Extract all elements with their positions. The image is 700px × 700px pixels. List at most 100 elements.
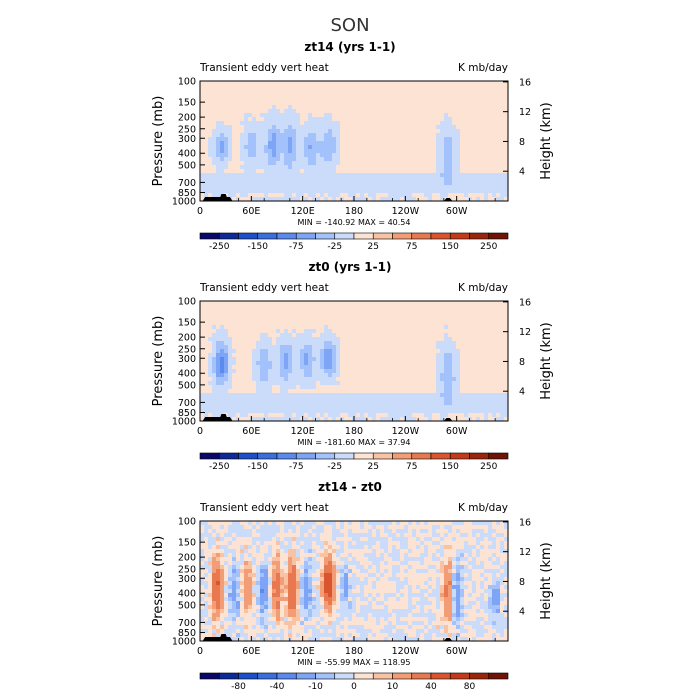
heatmap-cell [340,109,345,114]
heatmap-cell [372,385,377,390]
heatmap-cell [360,113,365,118]
heatmap-cell [404,405,409,410]
heatmap-cell [252,93,257,98]
heatmap-cell [396,129,401,134]
heatmap-cell [476,197,481,202]
heatmap-cell [208,597,213,602]
heatmap-cell [412,349,417,354]
heatmap-cell [272,81,277,86]
heatmap-cell [272,325,277,330]
heatmap-cell [240,85,245,90]
heatmap-cell [236,389,241,394]
heatmap-cell [336,105,341,110]
heatmap-cell [280,389,285,394]
heatmap-cell [392,381,397,386]
heatmap-cell [344,117,349,122]
heatmap-cell [204,301,209,306]
heatmap-cell [432,113,437,118]
heatmap-cell [400,113,405,118]
heatmap-cell [484,197,489,202]
heatmap-cell [376,197,381,202]
heatmap-cell [372,337,377,342]
heatmap-cell [404,161,409,166]
heatmap-cell [312,185,317,190]
heatmap-cell [432,405,437,410]
heatmap-cell [316,97,321,102]
x-tick-label: 180 [345,206,363,217]
heatmap-cell [372,389,377,394]
heatmap-cell [392,181,397,186]
heatmap-cell [288,361,293,366]
heatmap-cell [208,365,213,370]
heatmap-cell [424,417,429,422]
heatmap-cell [264,325,269,330]
heatmap-cell [264,397,269,402]
heatmap-cell [344,337,349,342]
heatmap-cell [304,409,309,414]
heatmap-cell [484,357,489,362]
heatmap-cell [424,145,429,150]
heatmap-cell [472,305,477,310]
heatmap-cell [308,321,313,326]
heatmap-cell [412,189,417,194]
heatmap-cell [204,341,209,346]
heatmap-cell [200,637,205,642]
y-tick-label: 150 [178,318,196,329]
heatmap-cell [472,385,477,390]
colorbar-swatch [218,452,239,460]
heatmap-cell [280,337,285,342]
heatmap-cell [276,329,281,334]
heatmap-cell [348,81,353,86]
heatmap-cell [416,369,421,374]
heatmap-cell [368,161,373,166]
heatmap-cell [268,345,273,350]
heatmap-cell [416,349,421,354]
colorbar-tick-label: 75 [406,242,417,252]
heatmap-cell [488,93,493,98]
heatmap-cell [256,301,261,306]
heatmap-cell [416,325,421,330]
heatmap-cell [408,89,413,94]
heatmap-cell [204,401,209,406]
heatmap-cell [356,341,361,346]
heatmap-cell [348,333,353,338]
heatmap-cell [412,369,417,374]
heatmap-cell [200,377,205,382]
heatmap-cell [460,185,465,190]
heatmap-cell [348,361,353,366]
heatmap-cell [212,589,217,594]
min-max-label: MIN = -140.92 MAX = 40.54 [297,218,410,227]
heatmap-cell [284,409,289,414]
heatmap-cell [236,181,241,186]
heatmap-cell [412,93,417,98]
heatmap-cell [352,173,357,178]
heatmap-cell [332,357,337,362]
heatmap-cell [424,385,429,390]
heatmap-cell [460,137,465,142]
heatmap-cell [436,153,441,158]
heatmap-cell [252,333,257,338]
heatmap-cell [268,357,273,362]
heatmap-cell [296,301,301,306]
heatmap-cell [200,633,205,638]
heatmap-cell [312,149,317,154]
heatmap-cell [284,313,289,318]
heatmap-cell [408,113,413,118]
heatmap-cell [384,373,389,378]
heatmap-cell [356,101,361,106]
heatmap-cell [428,197,433,202]
heatmap-cell [208,613,213,618]
heatmap-cell [232,393,237,398]
heatmap-cell [304,313,309,318]
heatmap-cell [284,365,289,370]
heatmap-cell [356,197,361,202]
heatmap-cell [328,333,333,338]
heatmap-cell [320,325,325,330]
heatmap-cell [472,137,477,142]
heatmap-cell [396,309,401,314]
heatmap-cell [372,121,377,126]
heatmap-cell [320,373,325,378]
heatmap-cell [376,97,381,102]
heatmap-cell [252,197,257,202]
colorbar-tick-label: 150 [442,242,459,252]
